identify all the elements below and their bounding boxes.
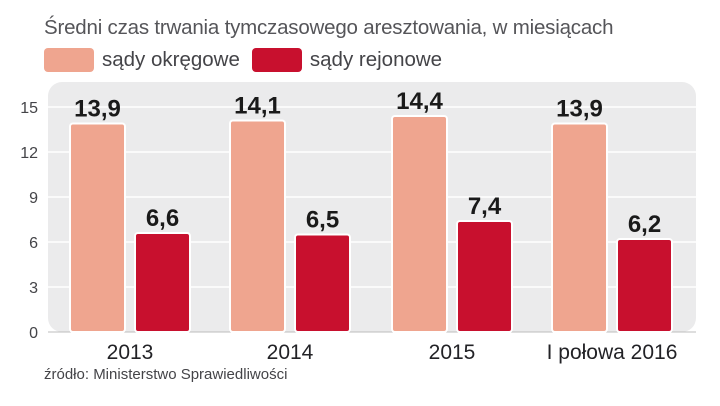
category-label-2: 2015 — [429, 341, 476, 364]
bar-okregowe-1 — [229, 119, 286, 333]
data-label-okregowe-2: 14,4 — [396, 88, 443, 115]
data-label-okregowe-0: 13,9 — [74, 96, 121, 123]
category-label-3: I połowa 2016 — [547, 341, 678, 364]
y-tick-label-0: 0 — [29, 325, 38, 342]
bar-rejonowe-0 — [134, 232, 191, 333]
legend-item-rejonowe: sądy rejonowe — [251, 48, 443, 72]
plot-background — [48, 82, 696, 332]
data-label-rejonowe-0: 6,6 — [146, 205, 179, 232]
legend: sądy okręgowe sądy rejonowe — [44, 47, 454, 73]
data-label-rejonowe-1: 6,5 — [306, 207, 339, 234]
legend-swatch-okregowe — [44, 48, 94, 72]
legend-label-okregowe: sądy okręgowe — [102, 48, 240, 71]
y-tick-label-6: 6 — [29, 235, 38, 252]
data-label-okregowe-3: 13,9 — [556, 96, 603, 123]
bar-rejonowe-2 — [456, 220, 513, 333]
chart-title: Średni czas trwania tymczasowego areszto… — [44, 16, 614, 39]
y-tick-label-9: 9 — [29, 190, 38, 207]
bar-okregowe-2 — [391, 115, 448, 333]
data-label-okregowe-1: 14,1 — [234, 93, 281, 120]
data-label-rejonowe-2: 7,4 — [468, 193, 502, 220]
bar-rejonowe-3 — [616, 238, 673, 333]
data-label-rejonowe-3: 6,2 — [628, 211, 661, 238]
source-note: źródło: Ministerstwo Sprawiedliwości — [44, 366, 288, 383]
legend-item-okregowe: sądy okręgowe — [44, 48, 240, 72]
legend-swatch-rejonowe — [251, 48, 302, 72]
bar-okregowe-0 — [69, 122, 126, 333]
category-label-1: 2014 — [267, 341, 314, 364]
legend-label-rejonowe: sądy rejonowe — [309, 48, 443, 71]
bar-rejonowe-1 — [294, 233, 351, 333]
bar-okregowe-3 — [551, 122, 608, 333]
category-label-0: 2013 — [107, 341, 154, 364]
y-tick-label-12: 12 — [20, 145, 38, 162]
y-tick-label-15: 15 — [20, 100, 38, 117]
y-tick-label-3: 3 — [29, 280, 38, 297]
